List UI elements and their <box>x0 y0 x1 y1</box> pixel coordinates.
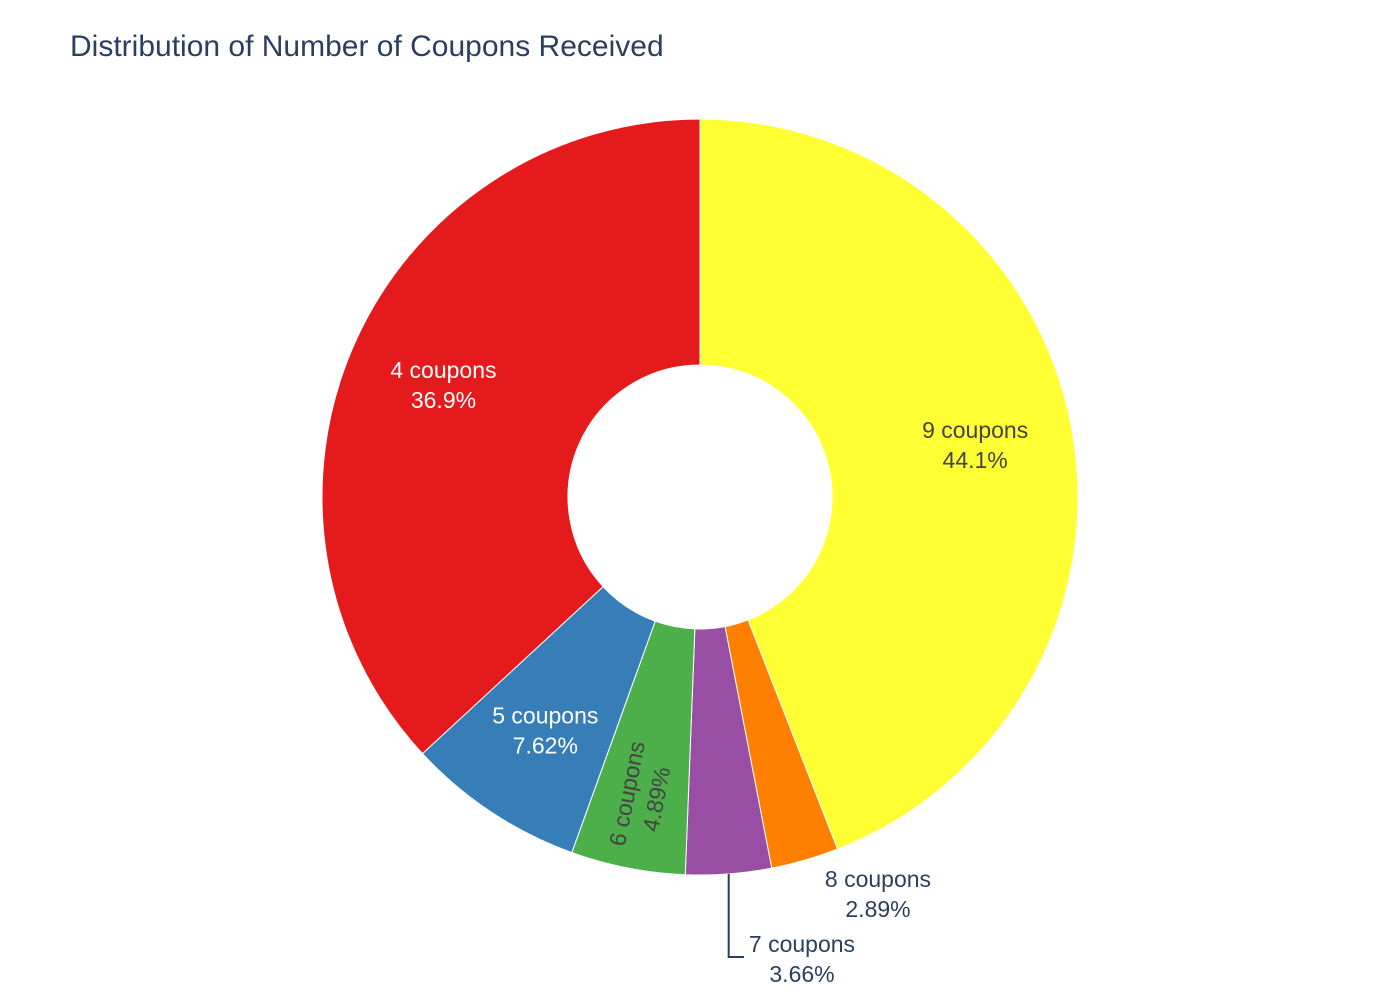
chart-title: Distribution of Number of Coupons Receiv… <box>70 30 664 63</box>
slice-label-7-coupons: 7 coupons 3.66% <box>749 931 855 987</box>
slice-5-coupons[interactable] <box>421 585 656 854</box>
slice-label-8-coupons: 8 coupons 2.89% <box>825 866 931 922</box>
slice-label-5-coupons: 5 coupons 7.62% <box>492 702 598 758</box>
slice-9-coupons[interactable] <box>699 118 1079 850</box>
slice-4-coupons[interactable] <box>321 118 701 755</box>
leader-line-7-coupons <box>727 873 744 958</box>
slice-label-9-coupons: 9 coupons 44.1% <box>922 417 1028 473</box>
slice-label-4-coupons: 4 coupons 36.9% <box>390 357 496 413</box>
slices-layer <box>321 118 1079 876</box>
